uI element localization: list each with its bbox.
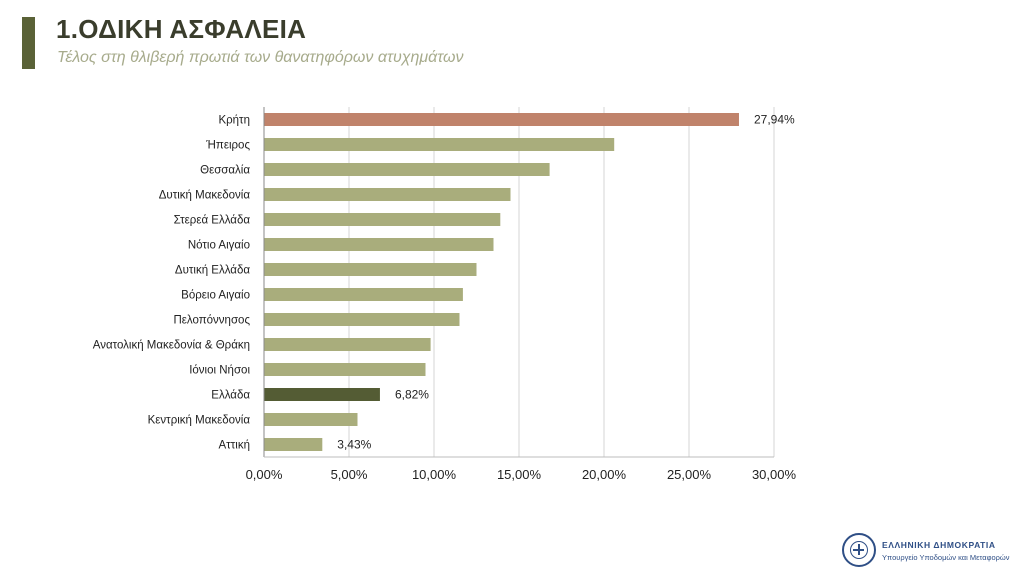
category-label: Αττική (219, 440, 250, 452)
chart-labels: 0,00% 5,00% 10,00% 15,00% 20,00% 25,00% 30,00%… (93, 113, 797, 483)
x-tick-label: 15,00% (497, 467, 542, 482)
data-label: 3,43% (337, 438, 371, 452)
bar (264, 388, 380, 401)
category-label: Στερεά Ελλάδα (174, 215, 251, 227)
coat-of-arms-icon (842, 533, 876, 567)
bar (264, 413, 358, 426)
bar (264, 188, 511, 201)
category-label: Νότιο Αιγαίο (188, 240, 250, 252)
chart-bars (264, 113, 739, 451)
category-label: Κρήτη (218, 115, 250, 127)
category-label: Δυτική Ελλάδα (175, 265, 250, 277)
x-tick-label: 0,00% (246, 467, 283, 482)
category-label: Πελοπόννησος (173, 315, 250, 327)
x-tick-label: 30,00% (752, 467, 797, 482)
bar (264, 263, 477, 276)
category-label: Θεσσαλία (200, 165, 250, 177)
chart-gridlines (263, 107, 775, 458)
footer-branding: ΕΛΛΗΝΙΚΗ ΔΗΜΟΚΡΑΤΙΑ Υπουργείο Υποδομών κ… (842, 533, 1018, 569)
bar (264, 288, 463, 301)
bar (264, 113, 739, 126)
footer-organization: ΕΛΛΗΝΙΚΗ ΔΗΜΟΚΡΑΤΙΑ (882, 540, 996, 550)
title-accent-bar (22, 17, 35, 69)
category-label: Ανατολική Μακεδονία & Θράκη (93, 340, 250, 352)
bar (264, 138, 615, 151)
bar (264, 313, 460, 326)
bar (264, 438, 323, 451)
data-label: 27,94% (754, 113, 795, 127)
page-subtitle: Τέλος στη θλιβερή πρωτιά των θανατηφόρων… (57, 49, 464, 66)
bar (264, 363, 426, 376)
category-label: Ιόνιοι Νήσοι (189, 365, 250, 377)
page-title: 1.ΟΔΙΚΗ ΑΣΦΑΛΕΙΑ (56, 14, 307, 44)
bar (264, 338, 431, 351)
x-tick-label: 20,00% (582, 467, 627, 482)
x-tick-label: 25,00% (667, 467, 712, 482)
footer-ministry: Υπουργείο Υποδομών και Μεταφορών (882, 553, 1010, 562)
category-label: Δυτική Μακεδονία (159, 190, 251, 202)
category-label: Ελλάδα (211, 390, 250, 402)
category-label: Κεντρική Μακεδονία (148, 415, 251, 427)
bar (264, 213, 501, 226)
x-tick-label: 5,00% (331, 467, 368, 482)
x-tick-label: 10,00% (412, 467, 457, 482)
data-label: 6,82% (395, 388, 429, 402)
category-label: Ήπειρος (205, 140, 250, 152)
bar (264, 238, 494, 251)
bar (264, 163, 550, 176)
category-label: Βόρειο Αιγαίο (181, 290, 250, 302)
